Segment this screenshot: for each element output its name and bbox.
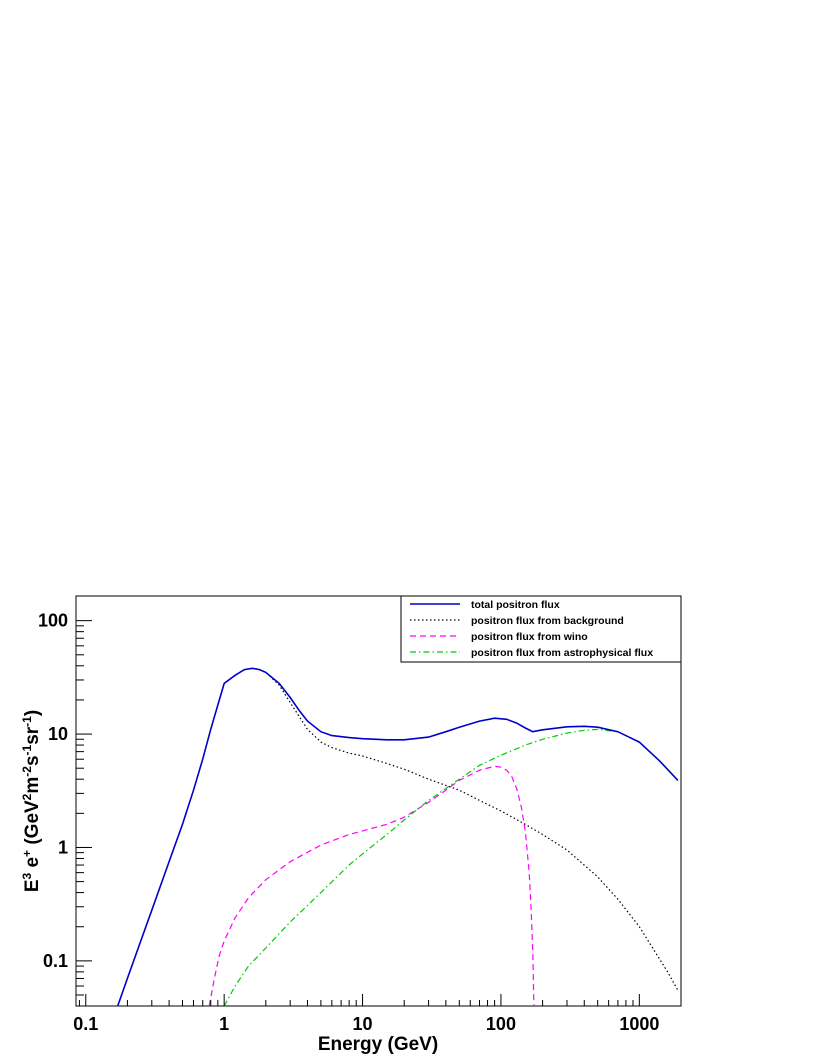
x-tick-label: 100 — [486, 1014, 516, 1034]
x-axis-title: Energy (GeV) — [318, 1034, 438, 1055]
legend-label-2: positron flux from background — [471, 615, 624, 627]
legend: total positron flux positron flux from ba… — [400, 595, 682, 663]
x-tick-label: 1 — [219, 1014, 229, 1034]
legend-label-4: positron flux from astrophysical flux — [471, 647, 653, 659]
series-line-3 — [208, 765, 535, 1007]
x-tick-label: 1000 — [619, 1014, 659, 1034]
y-tick-label: 100 — [38, 611, 68, 631]
legend-label-1: total positron flux — [471, 599, 560, 611]
x-tick-label: 10 — [353, 1014, 373, 1034]
y-tick-label: 1 — [58, 837, 68, 857]
series-line-2 — [223, 667, 679, 991]
legend-label-3: positron flux from wino — [471, 631, 588, 643]
plot-frame — [75, 595, 682, 1007]
x-tick-label: 0.1 — [73, 1014, 98, 1034]
legend-entries: total positron flux positron flux from ba… — [410, 599, 653, 659]
series-line-1 — [116, 667, 679, 1007]
y-axis-title: E3 e+ (GeV2m-2s-1sr-1) — [20, 710, 43, 892]
y-tick-label: 10 — [48, 724, 68, 744]
legend-box — [400, 595, 682, 663]
curves-layer — [116, 667, 679, 1007]
axes-layer: 0.1 1 10 100 1000 0.1 1 10 100 — [38, 611, 682, 1034]
series-line-4 — [223, 728, 679, 1007]
y-tick-label: 0.1 — [43, 951, 68, 971]
